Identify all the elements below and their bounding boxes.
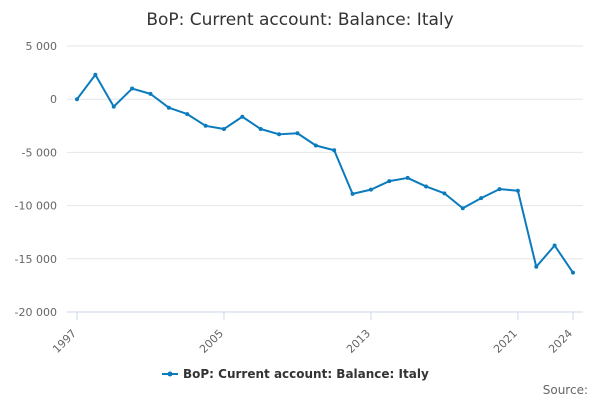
y-tick-label: 0 <box>50 93 57 106</box>
x-axis-ticks: 1997 2005 2013 2021 2024 <box>50 312 575 356</box>
gridlines <box>67 45 583 313</box>
data-point[interactable] <box>405 175 410 180</box>
data-point[interactable] <box>221 126 226 131</box>
y-tick-label: -20 000 <box>15 306 57 319</box>
legend[interactable]: BoP: Current account: Balance: Italy <box>162 367 429 381</box>
y-tick-label: 5 000 <box>26 40 58 53</box>
data-point[interactable] <box>387 179 392 184</box>
data-point[interactable] <box>552 243 557 248</box>
series-layer <box>75 72 575 275</box>
data-point[interactable] <box>313 143 318 148</box>
legend-marker-swatch <box>167 371 173 377</box>
data-point[interactable] <box>534 264 539 269</box>
y-tick-label: -5 000 <box>22 146 57 159</box>
series-line <box>76 73 574 274</box>
x-tick-label: 2021 <box>491 327 520 356</box>
x-tick-label: 2013 <box>344 327 373 356</box>
x-tick-label: 2024 <box>546 327 575 356</box>
data-point[interactable] <box>515 188 520 193</box>
y-tick-label: -10 000 <box>15 200 57 213</box>
data-point[interactable] <box>111 104 116 109</box>
chart-title: BoP: Current account: Balance: Italy <box>146 10 453 30</box>
data-point[interactable] <box>93 72 98 77</box>
x-tick-label: 1997 <box>50 327 79 356</box>
data-point[interactable] <box>258 126 263 131</box>
data-point[interactable] <box>571 270 575 275</box>
y-tick-label: -15 000 <box>15 253 57 266</box>
source-label: Source: <box>543 383 588 397</box>
x-tick-label: 2005 <box>197 327 226 356</box>
legend-label: BoP: Current account: Balance: Italy <box>183 367 429 381</box>
data-point[interactable] <box>240 114 245 119</box>
data-point[interactable] <box>460 206 465 211</box>
data-point[interactable] <box>295 131 300 136</box>
data-point[interactable] <box>442 191 447 196</box>
y-axis-ticks: 5 000 0 -5 000 -10 000 -15 000 -20 000 <box>15 40 57 319</box>
data-point[interactable] <box>497 187 502 192</box>
data-point[interactable] <box>332 148 337 153</box>
data-point[interactable] <box>368 187 373 192</box>
data-point[interactable] <box>479 196 484 201</box>
data-point[interactable] <box>185 112 190 117</box>
data-point[interactable] <box>148 91 153 96</box>
data-point[interactable] <box>75 97 79 102</box>
data-point[interactable] <box>203 123 208 128</box>
data-point[interactable] <box>130 86 135 91</box>
data-point[interactable] <box>166 105 171 110</box>
data-point[interactable] <box>350 191 355 196</box>
data-point[interactable] <box>424 184 429 189</box>
data-point[interactable] <box>277 132 282 137</box>
